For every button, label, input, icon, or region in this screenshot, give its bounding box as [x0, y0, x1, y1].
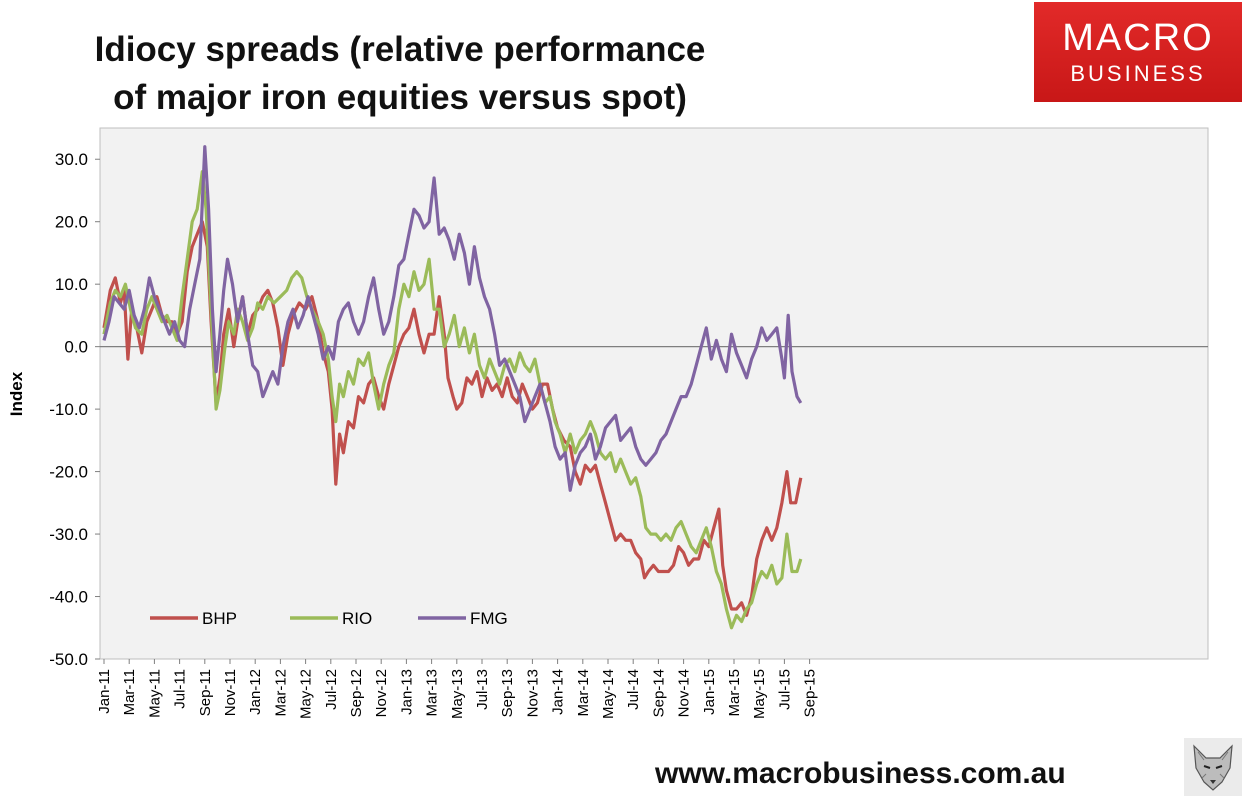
x-tick-label: Nov-13: [524, 669, 541, 717]
logo-line-2: BUSINESS: [1070, 61, 1206, 86]
chart-title-line-2: of major iron equities versus spot): [113, 78, 687, 117]
x-tick-label: May-11: [146, 669, 163, 718]
x-tick-label: Mar-13: [424, 669, 441, 717]
series-line-fmg: [102, 145, 803, 492]
y-tick-label: 0.0: [64, 338, 88, 357]
x-tick-label: Jan-11: [96, 669, 113, 714]
x-tick-label: Jul-11: [172, 669, 189, 709]
series-line-bhp: [102, 220, 803, 617]
x-tick-label: Jul-12: [323, 669, 340, 710]
x-tick-label: Jul-15: [776, 669, 793, 710]
x-tick-label: Mar-11: [121, 669, 138, 715]
x-tick-label: May-14: [600, 669, 617, 719]
y-tick-label: -20.0: [49, 463, 88, 482]
x-tick-label: Jul-13: [474, 669, 491, 710]
series-line-rio: [102, 170, 803, 630]
x-tick-label: Jan-12: [247, 669, 264, 715]
x-tick-label: Jan-13: [398, 669, 415, 715]
x-tick-label: Nov-14: [676, 669, 693, 717]
x-tick-label: Mar-12: [272, 669, 289, 717]
x-tick-label: Sep-12: [348, 669, 365, 717]
y-tick-label: 10.0: [55, 275, 88, 294]
x-tick-label: Jul-14: [625, 669, 642, 710]
x-tick-label: Sep-14: [650, 669, 667, 717]
y-tick-label: -40.0: [49, 588, 88, 607]
y-tick-label: 20.0: [55, 213, 88, 232]
x-tick-label: Sep-13: [499, 669, 516, 717]
chart-title-line-1: Idiocy spreads (relative performance: [94, 30, 706, 69]
legend-label-fmg: FMG: [470, 609, 508, 628]
x-tick-label: Jan-14: [550, 669, 567, 715]
x-tick-label: Nov-11: [222, 669, 239, 716]
legend-label-bhp: BHP: [202, 609, 237, 628]
source-url: www.macrobusiness.com.au: [655, 757, 1066, 790]
wolf-logo-icon: [1184, 738, 1242, 796]
y-tick-label: 30.0: [55, 150, 88, 169]
logo-line-1: MACRO: [1062, 17, 1214, 59]
x-tick-label: Jan-15: [701, 669, 718, 715]
x-tick-label: Mar-14: [575, 669, 592, 717]
chart-title: Idiocy spreads (relative performance of …: [40, 26, 760, 122]
y-tick-label: -30.0: [49, 525, 88, 544]
x-tick-label: Sep-15: [802, 669, 819, 717]
macrobusiness-logo: MACRO BUSINESS: [1034, 2, 1242, 102]
x-tick-label: Mar-15: [726, 669, 743, 717]
legend-label-rio: RIO: [342, 609, 372, 628]
y-tick-label: -10.0: [49, 400, 88, 419]
x-tick-label: May-15: [751, 669, 768, 719]
x-tick-label: Nov-12: [373, 669, 390, 717]
x-tick-label: May-13: [449, 669, 466, 719]
y-tick-label: -50.0: [49, 650, 88, 669]
legend: BHP RIO FMG: [150, 609, 508, 628]
x-tick-label: Sep-11: [197, 669, 214, 716]
x-tick-label: May-12: [298, 669, 315, 719]
plot-area: [99, 127, 1209, 660]
y-axis-label: Index: [7, 371, 26, 416]
